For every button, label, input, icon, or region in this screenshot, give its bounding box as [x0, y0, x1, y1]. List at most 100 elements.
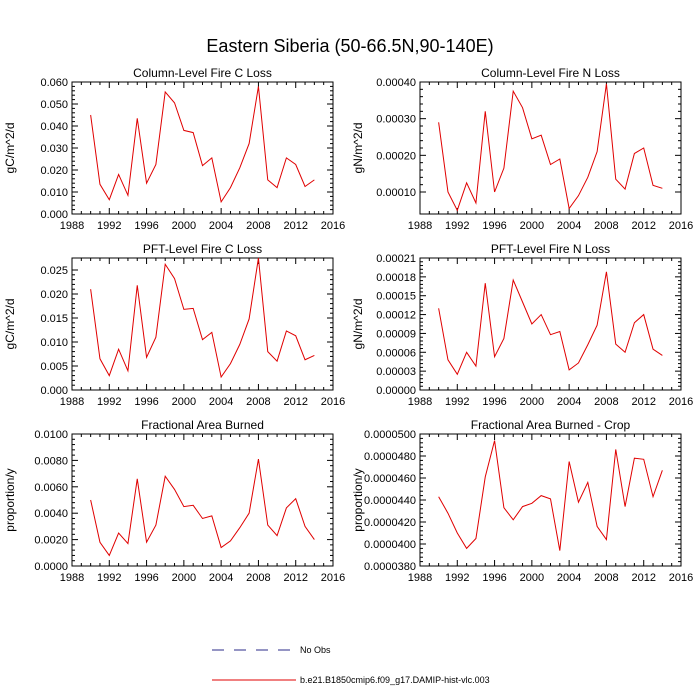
y-tick-label: 0.000 [40, 209, 68, 221]
x-tick-label: 2012 [631, 220, 655, 232]
y-tick-label: 0.0000500 [364, 429, 416, 441]
x-tick-label: 2004 [557, 572, 581, 584]
y-tick-label: 0.00006 [376, 347, 416, 359]
x-tick-label: 2000 [172, 220, 196, 232]
x-tick-label: 2008 [246, 220, 270, 232]
x-tick-label: 2012 [631, 396, 655, 408]
x-tick-label: 2008 [246, 396, 270, 408]
x-tick-label: 1988 [60, 572, 84, 584]
x-tick-label: 1988 [408, 396, 432, 408]
x-tick-label: 2000 [172, 396, 196, 408]
y-axis-label: gN/m^2/d [351, 123, 365, 174]
series-line [438, 83, 663, 212]
x-tick-label: 2016 [669, 220, 693, 232]
x-tick-label: 1992 [445, 220, 469, 232]
x-tick-label: 2000 [172, 572, 196, 584]
x-tick-label: 2008 [594, 572, 618, 584]
y-tick-label: 0.00015 [376, 291, 416, 303]
x-tick-label: 1996 [134, 220, 158, 232]
panel-4: PFT-Level Fire N Loss gN/m^2/d 1988 1992 199… [351, 242, 693, 408]
y-tick-label: 0.0040 [34, 508, 68, 520]
y-axis-label: gC/m^2/d [3, 299, 17, 350]
x-tick-label: 1992 [97, 220, 121, 232]
y-tick-label: 0.00003 [376, 366, 416, 378]
y-tick-label: 0.00012 [376, 310, 416, 322]
panel-3: PFT-Level Fire C Loss gC/m^2/d 1988 1992 199… [3, 242, 345, 408]
y-tick-label: 0.00020 [376, 150, 416, 162]
y-tick-label: 0.00010 [376, 187, 416, 199]
y-tick-label: 0.020 [40, 165, 68, 177]
x-tick-label: 2004 [209, 396, 233, 408]
y-tick-label: 0.060 [40, 77, 68, 89]
panel-title: PFT-Level Fire C Loss [143, 242, 262, 256]
y-tick-label: 0.00030 [376, 114, 416, 126]
y-axis-label: gC/m^2/d [3, 123, 17, 174]
panel-5: Fractional Area Burned proportion/y 1988 19… [3, 418, 345, 584]
series-line [90, 257, 315, 379]
y-tick-label: 0.0020 [34, 535, 68, 547]
x-tick-label: 1988 [408, 572, 432, 584]
x-tick-label: 2004 [557, 396, 581, 408]
y-tick-label: 0.0000380 [364, 561, 416, 573]
x-tick-label: 2012 [283, 396, 307, 408]
series-line [438, 271, 663, 376]
y-tick-label: 0.025 [40, 265, 68, 277]
y-tick-label: 0.0000440 [364, 495, 416, 507]
panel-title: Fractional Area Burned - Crop [471, 418, 631, 432]
y-axis-label: proportion/y [3, 468, 17, 531]
x-tick-label: 2004 [557, 220, 581, 232]
y-axis-label: proportion/y [351, 468, 365, 531]
figure-title: Eastern Siberia (50-66.5N,90-140E) [206, 36, 493, 56]
x-tick-label: 2016 [669, 572, 693, 584]
y-tick-label: 0.000 [40, 385, 68, 397]
x-tick-label: 2016 [321, 220, 345, 232]
y-tick-label: 0.0080 [34, 455, 68, 467]
x-tick-label: 2000 [520, 396, 544, 408]
y-tick-label: 0.050 [40, 99, 68, 111]
panel-title: Column-Level Fire N Loss [481, 66, 620, 80]
y-tick-label: 0.005 [40, 361, 68, 373]
x-tick-label: 2016 [669, 396, 693, 408]
y-tick-label: 0.0100 [34, 429, 68, 441]
x-tick-label: 1992 [97, 396, 121, 408]
legend-label-model: b.e21.B1850cmip6.f09_g17.DAMIP-hist-vlc.… [300, 675, 490, 685]
panels: Column-Level Fire C Loss gC/m^2/d 1988 1992… [3, 66, 693, 584]
x-tick-label: 2004 [209, 572, 233, 584]
y-tick-label: 0.040 [40, 121, 68, 133]
x-tick-label: 2016 [321, 572, 345, 584]
y-tick-label: 0.00018 [376, 272, 416, 284]
plot-frame [419, 81, 682, 215]
x-tick-label: 2012 [283, 572, 307, 584]
x-tick-label: 2008 [594, 396, 618, 408]
x-tick-label: 1988 [60, 220, 84, 232]
x-tick-label: 1992 [97, 572, 121, 584]
y-tick-label: 0.0060 [34, 482, 68, 494]
panel-title: PFT-Level Fire N Loss [491, 242, 610, 256]
x-tick-label: 1996 [482, 572, 506, 584]
x-tick-label: 2016 [321, 396, 345, 408]
series-line [90, 86, 315, 204]
panel-1: Column-Level Fire C Loss gC/m^2/d 1988 1992… [3, 66, 345, 232]
x-tick-label: 2008 [594, 220, 618, 232]
legend: No Obs b.e21.B1850cmip6.f09_g17.DAMIP-hi… [212, 645, 490, 685]
x-tick-label: 1996 [134, 396, 158, 408]
x-tick-label: 2012 [283, 220, 307, 232]
series-line [90, 458, 315, 557]
panel-title: Column-Level Fire C Loss [133, 66, 272, 80]
series-line [438, 440, 663, 551]
y-tick-label: 0.0000420 [364, 517, 416, 529]
y-tick-label: 0.0000460 [364, 473, 416, 485]
y-tick-label: 0.0000 [34, 561, 68, 573]
y-tick-label: 0.00009 [376, 328, 416, 340]
x-tick-label: 2004 [209, 220, 233, 232]
panel-6: Fractional Area Burned - Crop proportion/… [351, 418, 693, 584]
x-tick-label: 1988 [60, 396, 84, 408]
y-axis-label: gN/m^2/d [351, 299, 365, 350]
x-tick-label: 1996 [482, 396, 506, 408]
x-tick-label: 1996 [482, 220, 506, 232]
legend-label-no-obs: No Obs [300, 645, 331, 655]
x-tick-label: 2012 [631, 572, 655, 584]
x-tick-label: 2008 [246, 572, 270, 584]
y-tick-label: 0.00021 [376, 253, 416, 265]
panel-title: Fractional Area Burned [141, 418, 264, 432]
